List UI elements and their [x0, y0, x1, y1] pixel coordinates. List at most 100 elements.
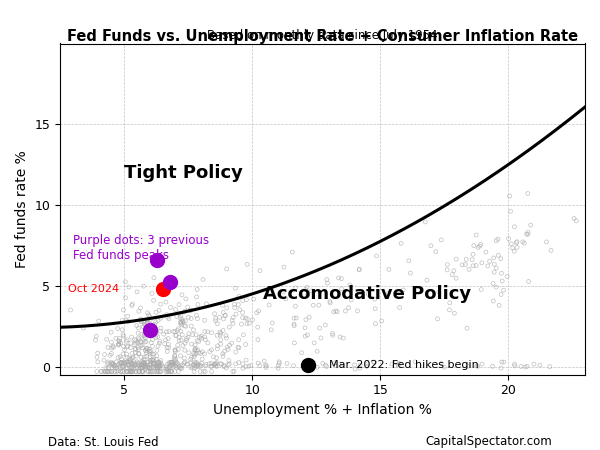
- Point: [117, 360, 127, 368]
- Point: [142, 317, 152, 324]
- Point: [194, 360, 203, 368]
- Point: [190, 368, 199, 375]
- Point: [112, 368, 122, 375]
- Point: [230, 284, 240, 292]
- Point: [233, 344, 243, 351]
- Point: [191, 345, 200, 352]
- Point: [155, 368, 165, 375]
- Point: [121, 359, 131, 366]
- Point: [223, 361, 233, 369]
- Point: [138, 323, 148, 330]
- Point: [166, 359, 175, 366]
- Point: [112, 364, 121, 372]
- Point: [218, 350, 227, 357]
- Point: [147, 368, 157, 375]
- Point: [131, 337, 140, 344]
- Point: [166, 304, 175, 311]
- Point: [304, 362, 313, 369]
- Point: [190, 358, 199, 365]
- Point: [107, 361, 117, 368]
- X-axis label: Unemployment % + Inflation %: Unemployment % + Inflation %: [213, 403, 432, 417]
- Point: [390, 362, 400, 369]
- Point: [313, 364, 322, 371]
- Point: [143, 359, 152, 366]
- Point: [167, 359, 177, 366]
- Point: [146, 321, 156, 328]
- Point: [244, 363, 254, 370]
- Point: [101, 364, 110, 371]
- Point: [137, 361, 146, 369]
- Point: [101, 368, 111, 375]
- Point: [227, 340, 236, 347]
- Point: [140, 321, 149, 328]
- Point: [92, 368, 101, 375]
- Point: [472, 231, 481, 239]
- Point: [426, 242, 436, 249]
- Point: [422, 277, 431, 284]
- Point: [170, 357, 179, 364]
- Point: [127, 355, 137, 362]
- Point: [223, 343, 232, 351]
- Point: [468, 262, 478, 270]
- Point: [149, 356, 158, 363]
- Point: [237, 320, 247, 328]
- Point: [200, 333, 209, 341]
- Point: [147, 332, 157, 339]
- Point: [145, 357, 155, 364]
- Point: [186, 356, 196, 363]
- Point: [140, 362, 149, 369]
- Point: [134, 346, 143, 353]
- Point: [114, 338, 124, 345]
- Point: [238, 364, 248, 372]
- Point: [230, 304, 239, 311]
- Point: [161, 290, 170, 297]
- Point: [156, 324, 166, 332]
- Point: [93, 350, 103, 357]
- Point: [120, 360, 130, 367]
- Point: [332, 308, 342, 315]
- Point: [134, 368, 144, 375]
- Point: [162, 366, 172, 373]
- Point: [224, 357, 234, 364]
- Point: [137, 364, 147, 371]
- Point: [173, 325, 183, 333]
- Point: [497, 277, 507, 284]
- Point: [261, 361, 271, 369]
- Point: [161, 336, 170, 343]
- Point: [436, 236, 446, 243]
- Point: [316, 334, 326, 342]
- Point: [173, 360, 182, 367]
- Point: [164, 364, 173, 371]
- Point: [222, 334, 232, 342]
- Point: [148, 363, 158, 370]
- Point: [189, 350, 199, 357]
- Point: [139, 360, 149, 368]
- Point: [509, 248, 519, 255]
- Point: [137, 331, 147, 338]
- Point: [109, 344, 118, 351]
- Point: [329, 308, 338, 315]
- Point: [166, 368, 175, 375]
- Point: [225, 342, 235, 349]
- Point: [467, 256, 477, 263]
- Point: [529, 360, 539, 368]
- Point: [212, 345, 222, 352]
- Point: [391, 359, 401, 366]
- Point: [125, 357, 135, 364]
- Point: [172, 359, 181, 366]
- Point: [118, 317, 127, 324]
- Point: [242, 296, 251, 303]
- Point: [161, 311, 171, 318]
- Point: [191, 312, 201, 319]
- Point: [569, 215, 579, 222]
- Point: [212, 359, 221, 366]
- Point: [341, 307, 350, 315]
- Point: [219, 362, 229, 369]
- Point: [200, 328, 209, 335]
- Point: [136, 316, 145, 324]
- Point: [164, 359, 174, 366]
- Point: [195, 333, 205, 341]
- Point: [289, 320, 299, 328]
- Point: [172, 313, 182, 320]
- Point: [169, 360, 178, 367]
